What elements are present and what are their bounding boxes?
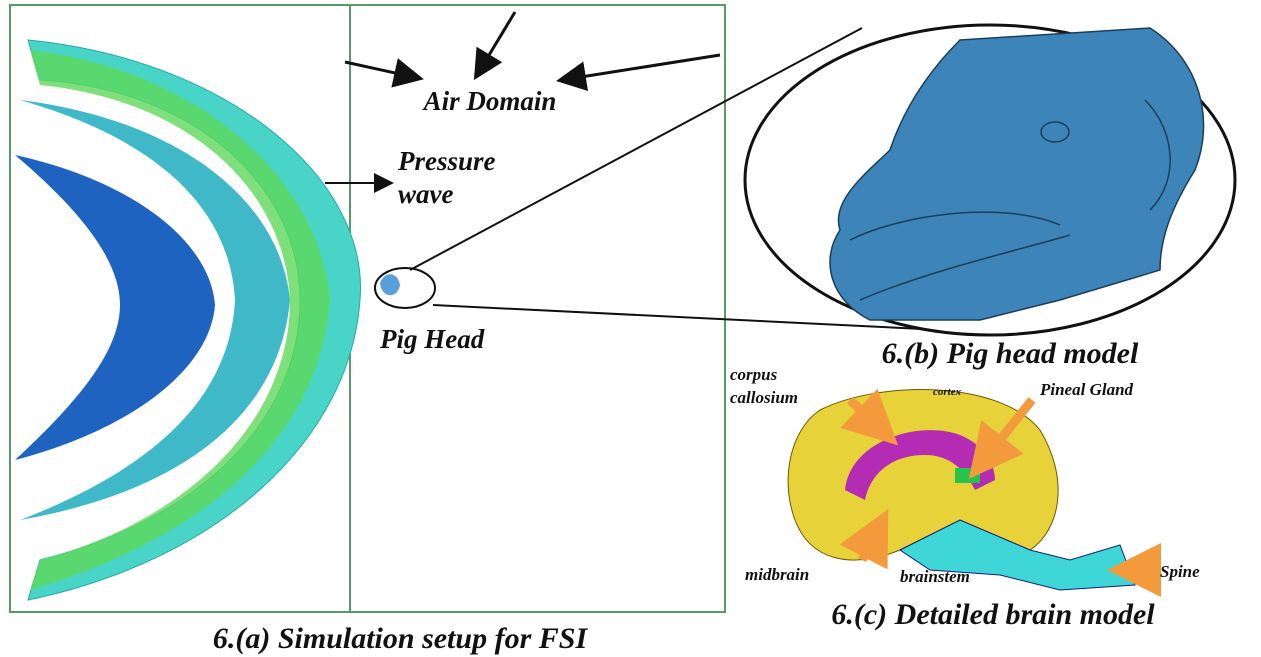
arrow (477, 12, 515, 75)
caption: 6.(b) Pig head model (882, 337, 1139, 370)
label: Air Domain (422, 86, 557, 116)
label: callosium (730, 388, 798, 407)
label: Pressure (397, 146, 496, 176)
label: brainstem (900, 567, 970, 586)
label: wave (398, 179, 453, 209)
arrow (345, 62, 418, 78)
wave-inner (15, 155, 215, 460)
arrow (562, 55, 720, 80)
pig-head-small (380, 274, 400, 295)
label: cortex (933, 386, 962, 398)
pineal-gland (955, 468, 980, 483)
figure: Air Domain Pressure wave Pig Head 6.(b) … (0, 0, 1261, 657)
caption: 6.(a) Simulation setup for FSI (213, 622, 589, 655)
label: corpus (730, 365, 778, 384)
label: Spine (1160, 562, 1200, 581)
label: Pig Head (379, 324, 485, 354)
caption: 6.(c) Detailed brain model (831, 598, 1155, 631)
label: midbrain (745, 565, 809, 584)
label: Pineal Gland (1039, 380, 1134, 399)
